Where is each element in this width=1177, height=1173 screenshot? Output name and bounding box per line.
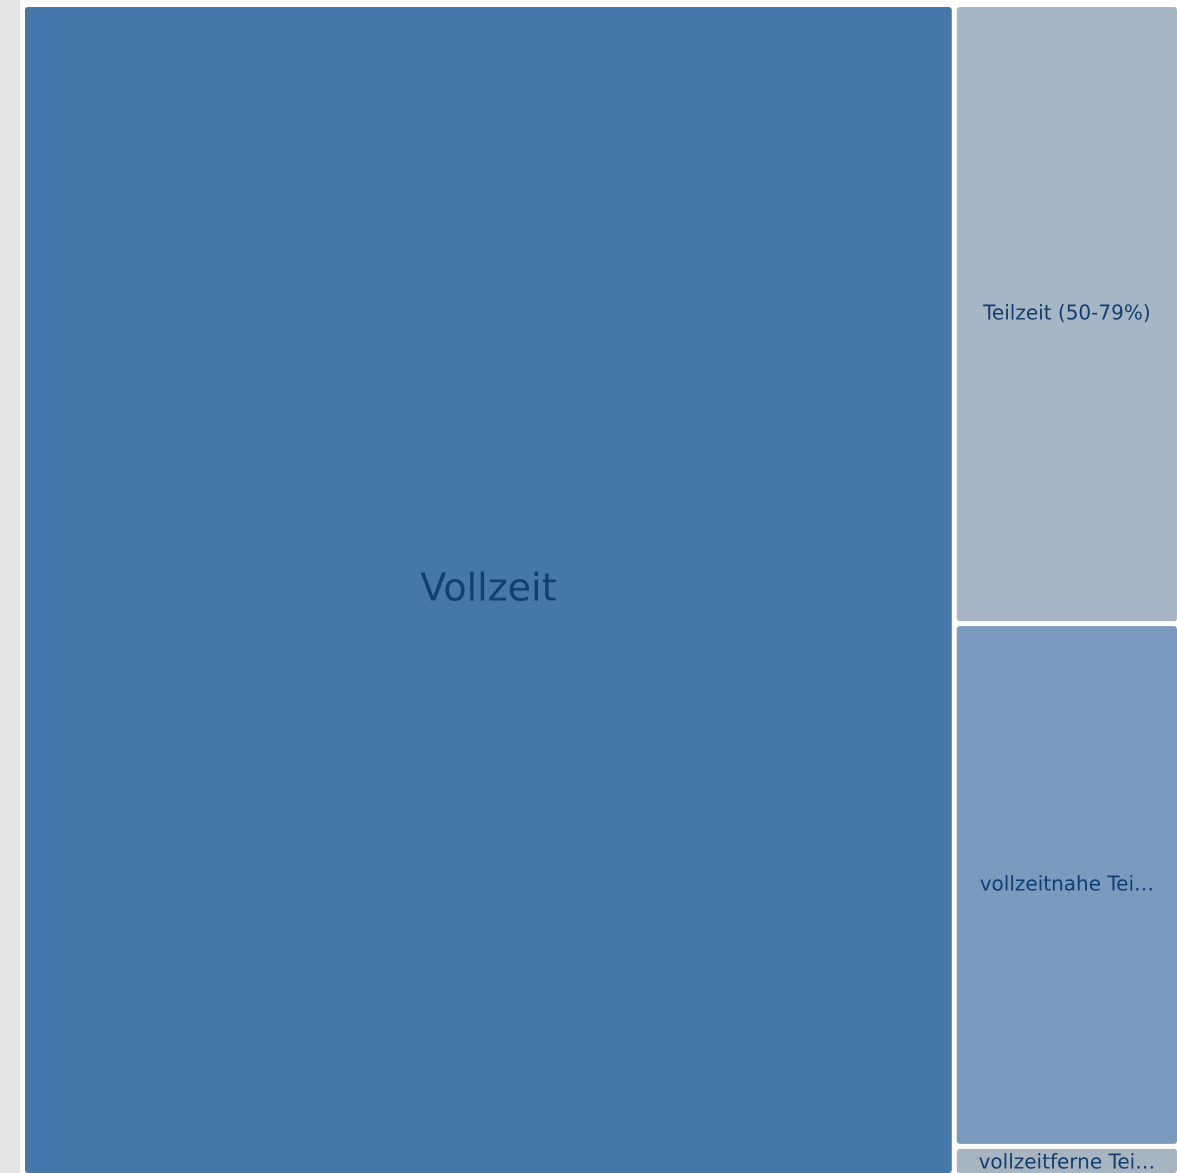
tile-label: vollzeitnahe Tei… — [980, 872, 1154, 896]
side-panel — [0, 0, 20, 1173]
treemap-tile — [956, 7, 1177, 622]
tile-label: Teilzeit (50-79%) — [982, 301, 1151, 325]
tile-label: Vollzeit — [420, 566, 556, 610]
treemap-tile — [25, 7, 952, 1173]
treemap-tile — [956, 1148, 1177, 1173]
tile-label: vollzeitferne Tei… — [979, 1149, 1156, 1173]
treemap-tile — [956, 626, 1177, 1144]
